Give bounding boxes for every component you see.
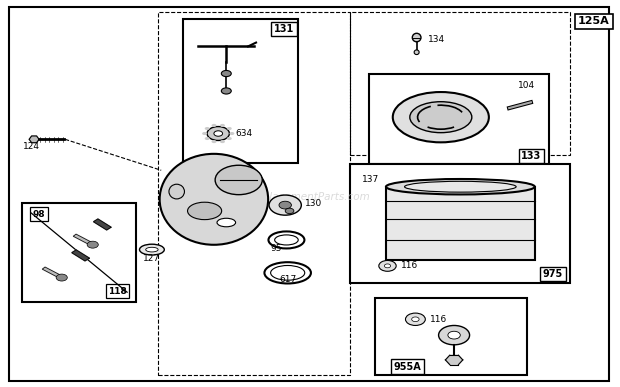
Ellipse shape bbox=[169, 184, 185, 199]
Ellipse shape bbox=[393, 92, 489, 142]
Circle shape bbox=[405, 313, 425, 325]
Circle shape bbox=[202, 132, 207, 135]
Bar bbox=[386, 187, 534, 260]
Circle shape bbox=[384, 264, 391, 268]
Circle shape bbox=[205, 137, 210, 140]
Polygon shape bbox=[72, 250, 89, 261]
Ellipse shape bbox=[187, 202, 222, 220]
Ellipse shape bbox=[270, 265, 305, 280]
Ellipse shape bbox=[412, 33, 421, 42]
Circle shape bbox=[412, 317, 419, 322]
Circle shape bbox=[221, 88, 231, 94]
Polygon shape bbox=[445, 355, 463, 365]
Text: 131: 131 bbox=[274, 24, 294, 34]
Circle shape bbox=[220, 124, 225, 127]
Text: 124: 124 bbox=[22, 142, 40, 151]
Circle shape bbox=[279, 201, 291, 209]
Circle shape bbox=[229, 132, 234, 135]
Circle shape bbox=[220, 140, 225, 143]
Text: 130: 130 bbox=[305, 199, 322, 208]
Circle shape bbox=[438, 325, 469, 345]
Circle shape bbox=[56, 274, 68, 281]
Bar bbox=[369, 74, 549, 164]
Ellipse shape bbox=[217, 218, 236, 227]
Circle shape bbox=[269, 195, 301, 215]
Circle shape bbox=[211, 140, 216, 143]
Text: 98: 98 bbox=[33, 209, 45, 219]
Polygon shape bbox=[29, 136, 39, 143]
Bar bbox=[183, 19, 298, 163]
Text: 975: 975 bbox=[543, 269, 563, 279]
Ellipse shape bbox=[140, 244, 164, 255]
Ellipse shape bbox=[146, 247, 158, 252]
Circle shape bbox=[207, 127, 229, 140]
Text: 125A: 125A bbox=[578, 16, 610, 26]
Bar bbox=[350, 12, 570, 155]
Text: 95: 95 bbox=[270, 244, 281, 253]
Circle shape bbox=[87, 241, 99, 248]
Ellipse shape bbox=[386, 179, 534, 195]
Text: 127: 127 bbox=[143, 254, 161, 263]
Circle shape bbox=[211, 124, 216, 127]
Circle shape bbox=[205, 127, 210, 130]
Circle shape bbox=[227, 137, 232, 140]
Circle shape bbox=[214, 131, 223, 136]
Ellipse shape bbox=[159, 154, 268, 245]
Polygon shape bbox=[42, 267, 63, 279]
Text: 634: 634 bbox=[235, 129, 252, 138]
Circle shape bbox=[285, 208, 294, 214]
Text: 955A: 955A bbox=[394, 362, 421, 372]
Text: 104: 104 bbox=[518, 80, 535, 90]
Circle shape bbox=[227, 127, 232, 130]
Text: 133: 133 bbox=[521, 151, 541, 161]
Circle shape bbox=[379, 260, 396, 271]
Text: 134: 134 bbox=[428, 35, 445, 45]
Text: ReplacementParts.com: ReplacementParts.com bbox=[250, 192, 370, 202]
Text: 116: 116 bbox=[430, 315, 447, 324]
Text: 137: 137 bbox=[361, 175, 379, 184]
Bar bbox=[350, 164, 570, 283]
Circle shape bbox=[221, 70, 231, 77]
Bar bbox=[158, 12, 350, 375]
Text: 118: 118 bbox=[108, 286, 127, 296]
Ellipse shape bbox=[275, 235, 298, 245]
Polygon shape bbox=[73, 234, 94, 246]
Text: 116: 116 bbox=[401, 261, 418, 271]
Text: 617: 617 bbox=[279, 275, 296, 284]
Ellipse shape bbox=[410, 102, 472, 133]
Circle shape bbox=[215, 165, 262, 195]
Circle shape bbox=[448, 331, 460, 339]
Bar bbox=[22, 203, 136, 302]
Bar bbox=[375, 298, 527, 375]
Polygon shape bbox=[94, 219, 111, 230]
Ellipse shape bbox=[414, 50, 419, 55]
Ellipse shape bbox=[404, 181, 516, 192]
